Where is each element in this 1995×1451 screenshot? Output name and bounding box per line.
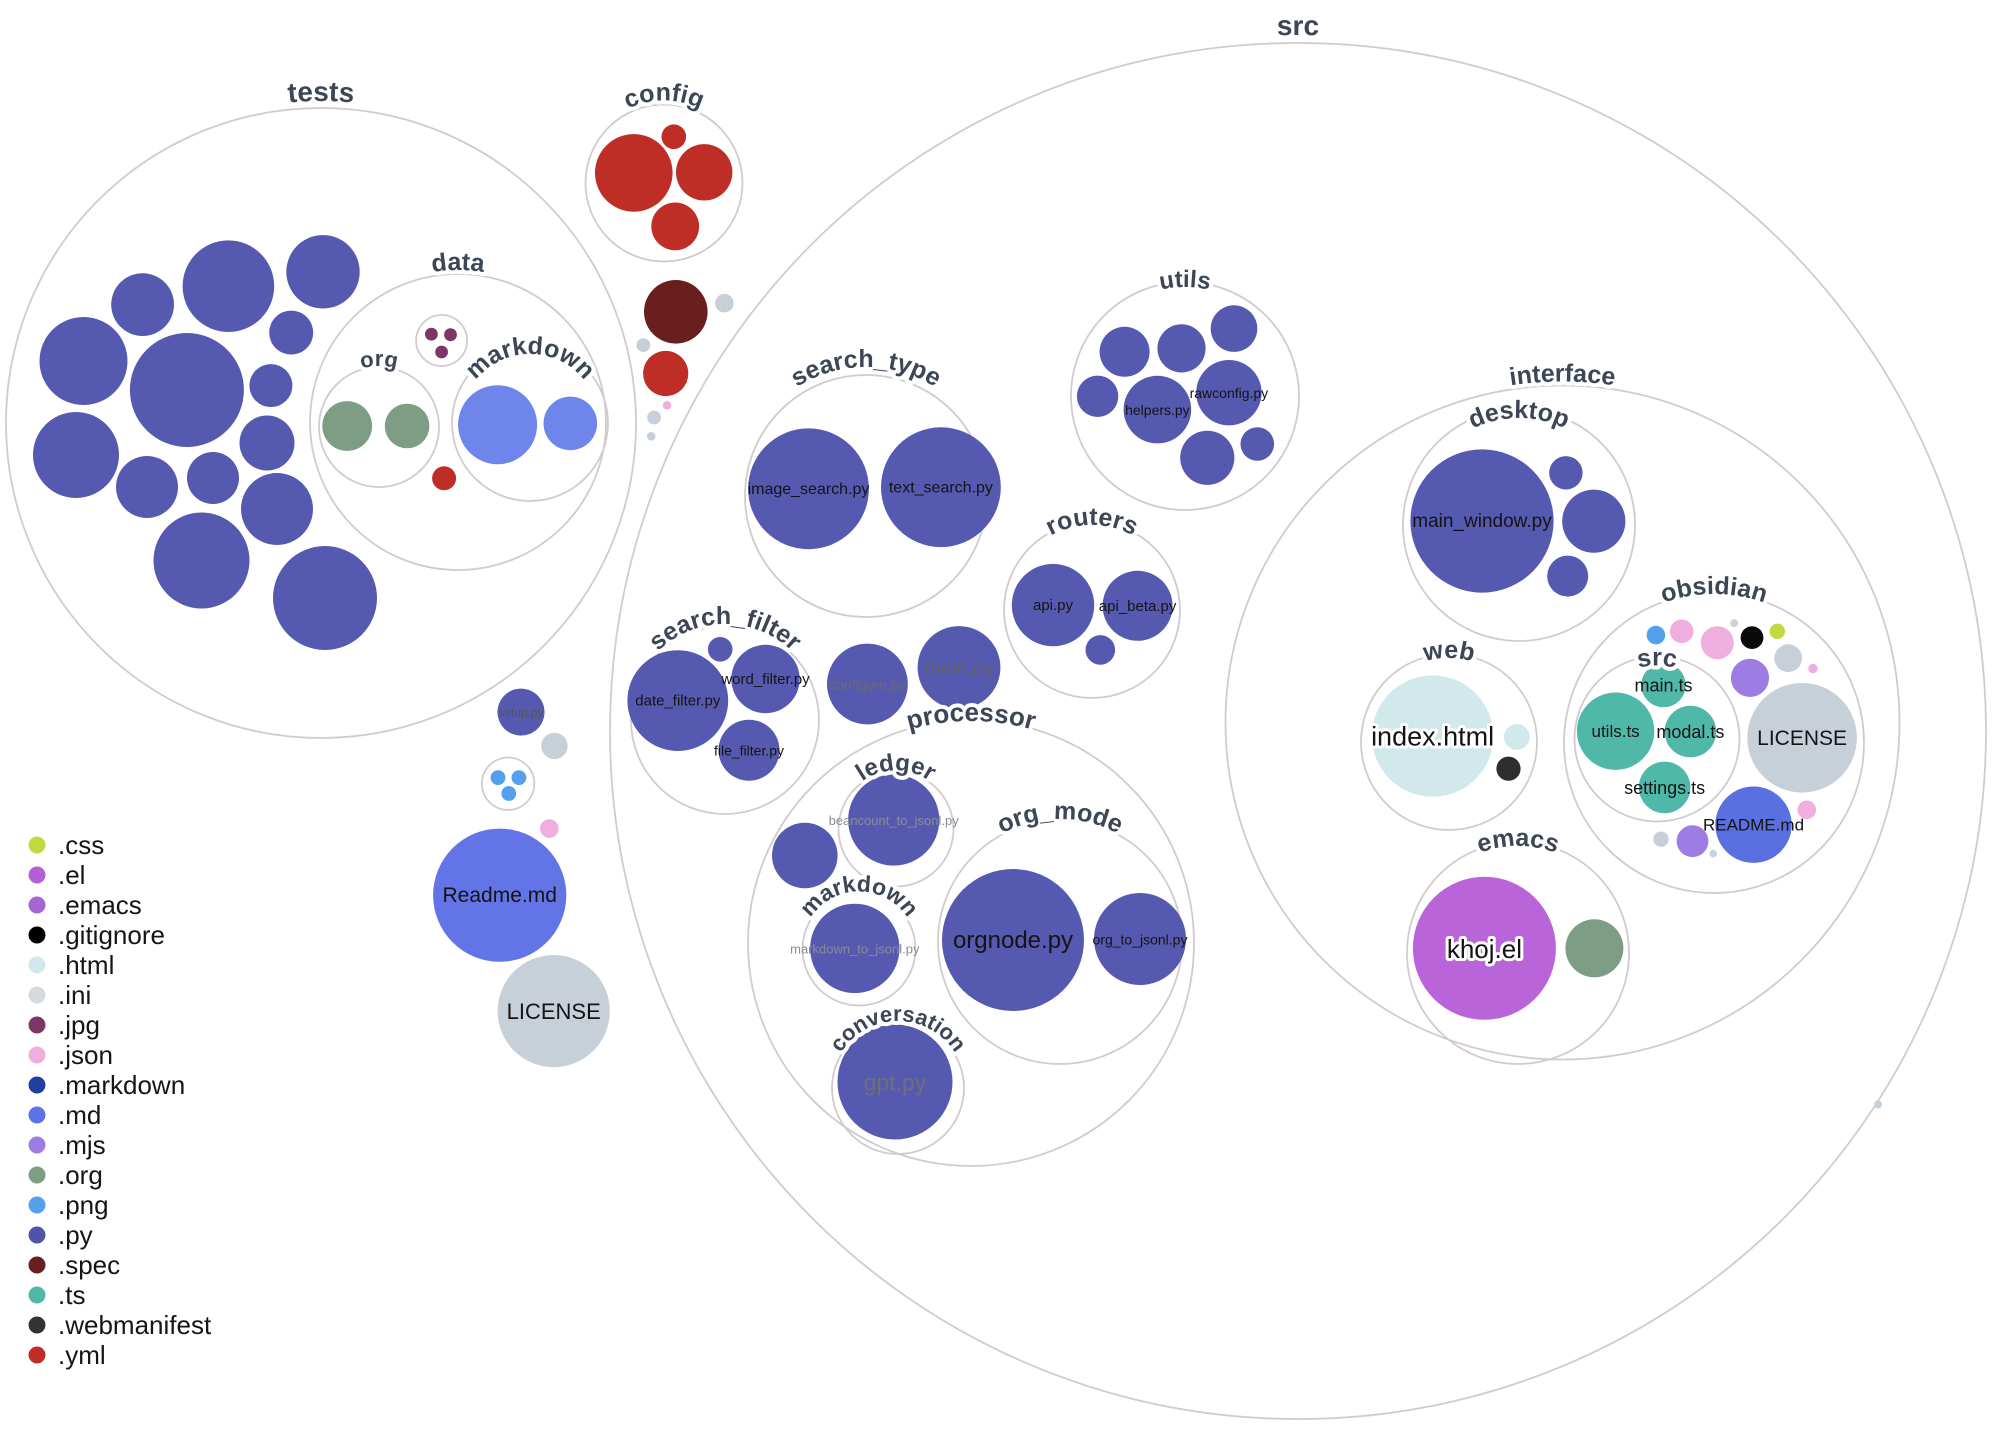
svg-text:index.html: index.html [1371, 722, 1494, 752]
svg-text:tests: tests [286, 76, 355, 109]
svg-text:setup.py: setup.py [498, 706, 543, 720]
svg-text:.webmanifest: .webmanifest [58, 1310, 212, 1340]
svg-text:src: src [1277, 10, 1320, 41]
svg-text:api.py: api.py [1033, 597, 1074, 614]
svg-text:.jpg: .jpg [58, 1010, 100, 1040]
svg-text:.emacs: .emacs [58, 890, 142, 920]
svg-text:.spec: .spec [58, 1250, 120, 1280]
svg-text:.el: .el [58, 860, 85, 890]
svg-text:LICENSE: LICENSE [507, 999, 601, 1024]
svg-text:modal.ts: modal.ts [1656, 722, 1724, 742]
svg-text:.py: .py [58, 1220, 93, 1250]
svg-text:khoj.el: khoj.el [1447, 934, 1522, 964]
svg-text:index.html: index.html [1371, 722, 1494, 752]
svg-text:org_to_jsonl.py: org_to_jsonl.py [1093, 932, 1188, 948]
svg-text:.mjs: .mjs [58, 1130, 106, 1160]
svg-text:markdown_to_jsonl.py: markdown_to_jsonl.py [790, 942, 920, 957]
svg-text:gpt.py: gpt.py [864, 1070, 927, 1096]
svg-text:src: src [1277, 10, 1320, 41]
svg-text:data: data [430, 248, 488, 278]
svg-text:main.ts: main.ts [1634, 676, 1692, 696]
svg-text:.gitignore: .gitignore [58, 920, 165, 950]
svg-text:rawconfig.py: rawconfig.py [1190, 385, 1269, 401]
svg-text:orgnode.py: orgnode.py [953, 927, 1073, 954]
svg-text:LICENSE: LICENSE [1757, 727, 1847, 750]
svg-text:src: src [1635, 644, 1679, 674]
svg-text:.ts: .ts [58, 1280, 85, 1310]
svg-text:.css: .css [58, 830, 104, 860]
svg-text:org: org [358, 346, 400, 373]
svg-text:.json: .json [58, 1040, 113, 1070]
svg-text:tests: tests [286, 76, 355, 109]
svg-text:image_search.py: image_search.py [748, 481, 870, 498]
svg-text:.markdown: .markdown [58, 1070, 185, 1100]
svg-text:.org: .org [58, 1160, 103, 1190]
svg-text:main_window.py: main_window.py [1412, 511, 1552, 532]
svg-text:khoj.el: khoj.el [1447, 934, 1522, 964]
svg-text:date_filter.py: date_filter.py [635, 693, 721, 710]
svg-text:interface: interface [1508, 359, 1618, 391]
svg-text:utils: utils [1157, 266, 1213, 296]
svg-text:beancount_to_jsonl.py: beancount_to_jsonl.py [829, 813, 960, 828]
svg-text:Readme.md: Readme.md [443, 884, 557, 907]
svg-text:main.py: main.py [924, 657, 994, 679]
svg-text:README.md: README.md [1703, 816, 1804, 835]
svg-text:src: src [1635, 644, 1679, 674]
svg-text:text_search.py: text_search.py [889, 480, 993, 497]
svg-text:utils.ts: utils.ts [1592, 722, 1640, 741]
svg-text:interface: interface [1508, 359, 1618, 391]
svg-text:word_filter.py: word_filter.py [720, 671, 810, 688]
svg-text:.yml: .yml [58, 1340, 106, 1370]
svg-text:settings.ts: settings.ts [1624, 778, 1705, 798]
svg-text:configure.py: configure.py [829, 677, 905, 693]
svg-text:.png: .png [58, 1190, 109, 1220]
svg-text:web: web [1420, 636, 1477, 667]
svg-text:web: web [1420, 636, 1477, 667]
svg-text:.md: .md [58, 1100, 101, 1130]
svg-text:.html: .html [58, 950, 114, 980]
svg-text:.ini: .ini [58, 980, 91, 1010]
svg-text:helpers.py: helpers.py [1125, 402, 1190, 418]
svg-text:api_beta.py: api_beta.py [1099, 598, 1177, 615]
svg-text:data: data [430, 248, 488, 278]
svg-text:file_filter.py: file_filter.py [714, 743, 784, 759]
